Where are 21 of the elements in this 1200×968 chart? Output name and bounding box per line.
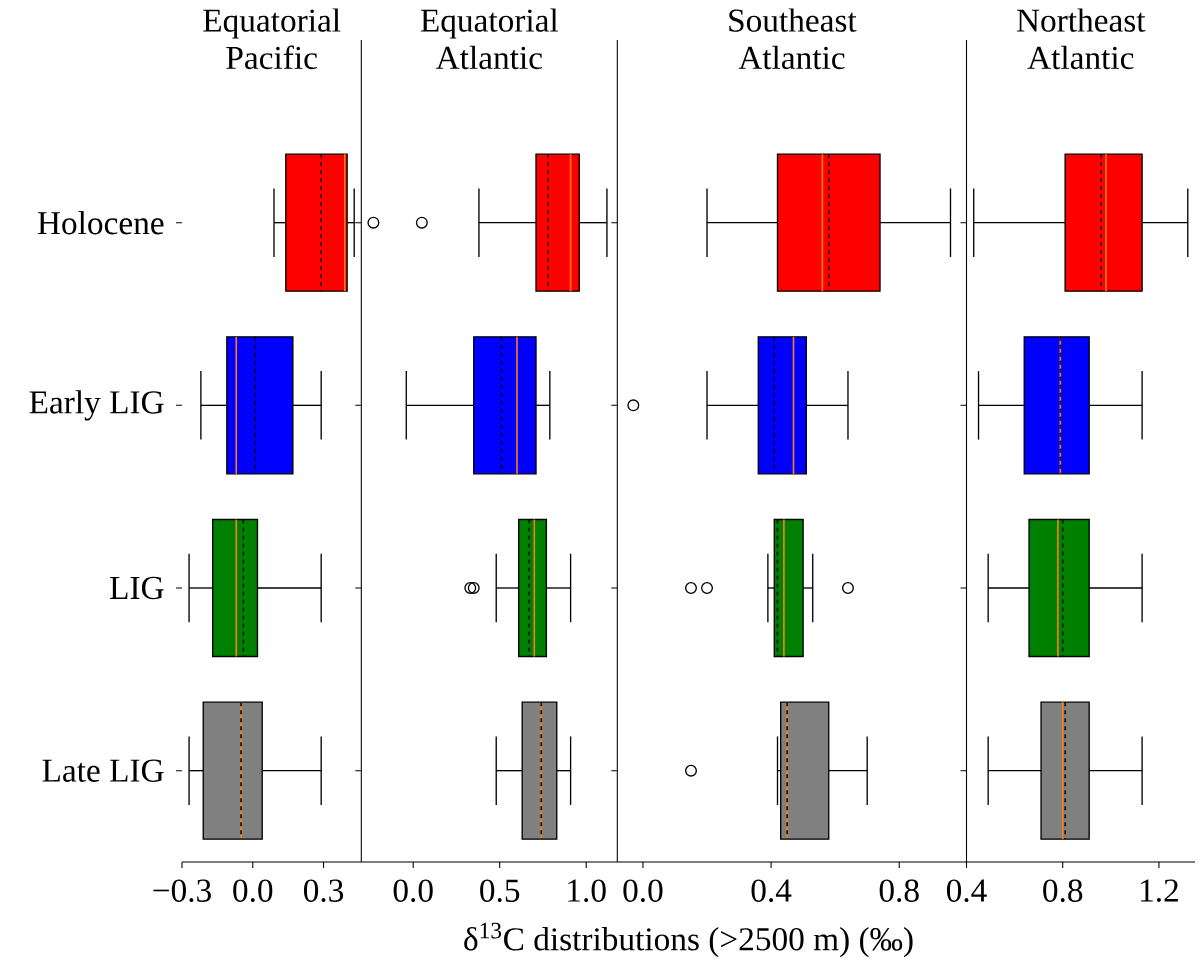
x-axis-title: δ$^{13}$C distributions (>2500 m) (‰) bbox=[464, 922, 913, 958]
chart-title: Northeast Atlantic bbox=[1016, 8, 1146, 70]
x-tick-label: 0.0 bbox=[233, 879, 273, 903]
y-tick-label: Late LIG bbox=[42, 759, 164, 782]
y-tick-label: Early LIG bbox=[29, 390, 164, 421]
x-tick-label: 0.4 bbox=[946, 879, 987, 903]
x-tick-label: 0.8 bbox=[1043, 879, 1083, 903]
chart-title: Equatorial Pacific bbox=[203, 8, 341, 70]
chart-title: Equatorial Atlantic bbox=[420, 8, 559, 70]
x-tick-label: 0.3 bbox=[303, 879, 344, 903]
x-tick-label: −0.3 bbox=[153, 879, 211, 903]
x-tick-label: 0.0 bbox=[623, 879, 663, 903]
y-tick-label: LIG bbox=[110, 576, 164, 600]
x-tick-label: 0.8 bbox=[879, 879, 919, 903]
x-tick-label: 0.5 bbox=[480, 879, 520, 903]
x-tick-label: 1.0 bbox=[568, 879, 606, 903]
x-tick-label: 1.2 bbox=[1141, 879, 1178, 902]
x-tick-label: 0.0 bbox=[393, 879, 433, 903]
y-tick-label: Holocene bbox=[37, 210, 164, 235]
chart-title: Southeast Atlantic bbox=[729, 8, 857, 70]
x-tick-label: 0.4 bbox=[751, 879, 792, 903]
